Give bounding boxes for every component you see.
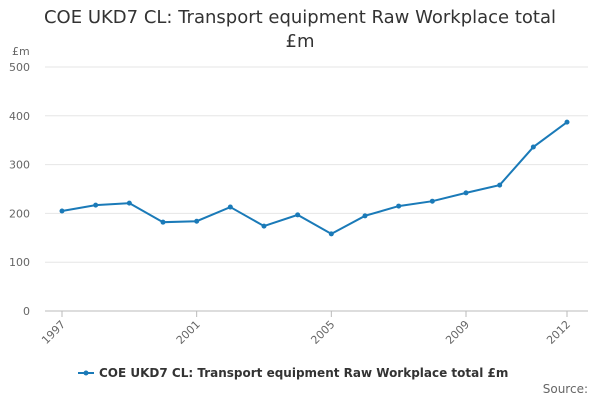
chart-title: COE UKD7 CL: Transport equipment Raw Wor…	[43, 7, 556, 52]
y-tick-label: 0	[23, 305, 30, 318]
x-tick-label: 2009	[443, 318, 472, 347]
point	[362, 213, 368, 219]
point	[93, 202, 99, 208]
y-tick-label: 300	[9, 159, 30, 172]
y-tick-label: 500	[9, 61, 30, 74]
point	[126, 200, 132, 206]
point	[194, 218, 200, 224]
point	[295, 212, 301, 218]
line	[61, 121, 568, 236]
x-tick-label: 2012	[544, 318, 573, 347]
x-tick-label: 2001	[174, 318, 203, 347]
point	[328, 231, 334, 237]
y-tick-label: 100	[9, 256, 30, 269]
point	[463, 190, 469, 196]
point	[497, 182, 503, 188]
point	[564, 119, 570, 125]
legend-marker	[83, 370, 89, 376]
point	[261, 223, 267, 229]
legend-label: COE UKD7 CL: Transport equipment Raw Wor…	[99, 366, 508, 380]
point	[227, 204, 233, 210]
point	[396, 203, 402, 209]
y-axis-label: £m	[12, 45, 30, 58]
point	[160, 219, 166, 225]
x-tick-label: 1997	[39, 318, 68, 347]
y-tick-label: 400	[9, 110, 30, 123]
x-tick-label: 2005	[308, 318, 337, 347]
source: Source:	[543, 382, 588, 396]
y-tick-label: 200	[9, 207, 30, 220]
point	[59, 208, 65, 214]
point	[530, 144, 536, 150]
point	[429, 198, 435, 204]
